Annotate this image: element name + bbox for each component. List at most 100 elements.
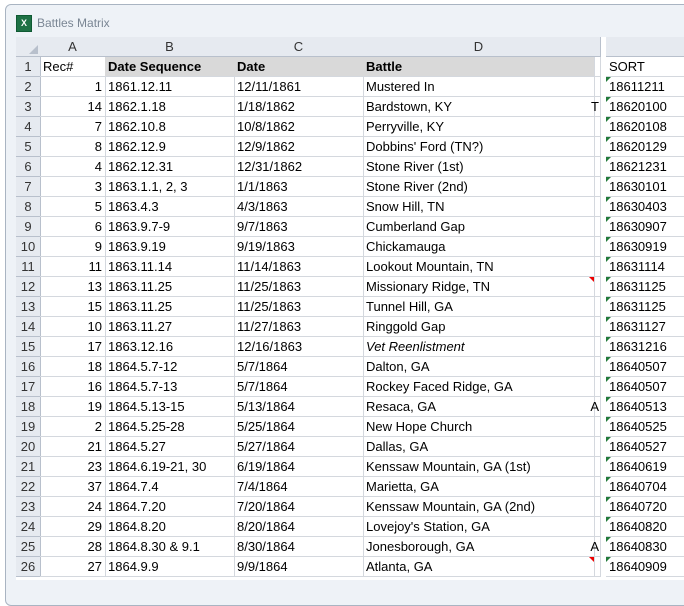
- cell-battle[interactable]: Kenssaw Mountain, GA (2nd): [363, 497, 595, 517]
- cell-date[interactable]: 11/25/1863: [234, 297, 364, 317]
- cell-date[interactable]: 11/25/1863: [234, 277, 364, 297]
- cell-date[interactable]: 5/13/1864: [234, 397, 364, 417]
- cell-date-sequence[interactable]: 1863.4.3: [105, 197, 235, 217]
- error-indicator-icon[interactable]: [606, 377, 611, 382]
- cell-rec[interactable]: 11: [40, 257, 106, 277]
- header-date[interactable]: Date: [234, 57, 364, 77]
- cell-date[interactable]: 5/25/1864: [234, 417, 364, 437]
- cell-sort[interactable]: 18631125: [606, 277, 684, 297]
- error-indicator-icon[interactable]: [606, 337, 611, 342]
- cell-date[interactable]: 7/4/1864: [234, 477, 364, 497]
- cell-rec[interactable]: 21: [40, 437, 106, 457]
- cell-date[interactable]: 11/27/1863: [234, 317, 364, 337]
- cell-date-sequence[interactable]: 1864.8.20: [105, 517, 235, 537]
- row-number[interactable]: 2: [16, 77, 41, 97]
- row-number[interactable]: 9: [16, 217, 41, 237]
- error-indicator-icon[interactable]: [606, 217, 611, 222]
- row-number[interactable]: 21: [16, 457, 41, 477]
- cell-battle[interactable]: Dobbins' Ford (TN?): [363, 137, 595, 157]
- cell-rec[interactable]: 4: [40, 157, 106, 177]
- cell-date[interactable]: 1/18/1862: [234, 97, 364, 117]
- cell-sort[interactable]: 18640704: [606, 477, 684, 497]
- cell-date[interactable]: 9/9/1864: [234, 557, 364, 577]
- error-indicator-icon[interactable]: [606, 317, 611, 322]
- cell-rec[interactable]: 17: [40, 337, 106, 357]
- row-number[interactable]: 17: [16, 377, 41, 397]
- cell-sort[interactable]: 18630403: [606, 197, 684, 217]
- error-indicator-icon[interactable]: [606, 357, 611, 362]
- cell-rec[interactable]: 6: [40, 217, 106, 237]
- cell-rec[interactable]: 3: [40, 177, 106, 197]
- error-indicator-icon[interactable]: [606, 517, 611, 522]
- cell-battle[interactable]: Lovejoy's Station, GA: [363, 517, 595, 537]
- cell-sort[interactable]: 18640830: [606, 537, 684, 557]
- error-indicator-icon[interactable]: [606, 177, 611, 182]
- cell-sort[interactable]: 18620108: [606, 117, 684, 137]
- cell-sort[interactable]: 18640507: [606, 377, 684, 397]
- cell-rec[interactable]: 13: [40, 277, 106, 297]
- cell-date-sequence[interactable]: 1864.6.19-21, 30: [105, 457, 235, 477]
- row-number[interactable]: 10: [16, 237, 41, 257]
- row-number[interactable]: 14: [16, 317, 41, 337]
- cell-date[interactable]: 12/31/1862: [234, 157, 364, 177]
- cell-date[interactable]: 9/19/1863: [234, 237, 364, 257]
- cell-battle[interactable]: Kenssaw Mountain, GA (1st): [363, 457, 595, 477]
- cell-sort[interactable]: 18631114: [606, 257, 684, 277]
- cell-date[interactable]: 10/8/1862: [234, 117, 364, 137]
- row-number[interactable]: 15: [16, 337, 41, 357]
- row-number[interactable]: 20: [16, 437, 41, 457]
- cell-battle[interactable]: Mustered In: [363, 77, 595, 97]
- row-number[interactable]: 19: [16, 417, 41, 437]
- cell-date-sequence[interactable]: 1862.12.31: [105, 157, 235, 177]
- error-indicator-icon[interactable]: [606, 77, 611, 82]
- row-number[interactable]: 25: [16, 537, 41, 557]
- cell-battle[interactable]: Snow Hill, TN: [363, 197, 595, 217]
- error-indicator-icon[interactable]: [606, 297, 611, 302]
- spreadsheet-grid[interactable]: A B C D 1 Rec# Date Sequence Date Battle…: [16, 37, 684, 580]
- cell-date[interactable]: 12/16/1863: [234, 337, 364, 357]
- cell-date[interactable]: 12/9/1862: [234, 137, 364, 157]
- cell-battle[interactable]: Missionary Ridge, TN: [363, 277, 595, 297]
- cell-battle[interactable]: Atlanta, GA: [363, 557, 595, 577]
- cell-sort[interactable]: 18631216: [606, 337, 684, 357]
- error-indicator-icon[interactable]: [606, 537, 611, 542]
- row-number[interactable]: 12: [16, 277, 41, 297]
- comment-indicator-icon[interactable]: [589, 557, 594, 562]
- cell-battle[interactable]: Dalton, GA: [363, 357, 595, 377]
- cell-date[interactable]: 12/11/1861: [234, 77, 364, 97]
- cell-rec[interactable]: 29: [40, 517, 106, 537]
- cell-sort[interactable]: 18620100: [606, 97, 684, 117]
- row-number[interactable]: 5: [16, 137, 41, 157]
- row-number[interactable]: 18: [16, 397, 41, 417]
- cell-date-sequence[interactable]: 1862.1.18: [105, 97, 235, 117]
- error-indicator-icon[interactable]: [606, 157, 611, 162]
- cell-battle[interactable]: Marietta, GA: [363, 477, 595, 497]
- cell-battle[interactable]: Stone River (1st): [363, 157, 595, 177]
- row-number[interactable]: 8: [16, 197, 41, 217]
- cell-sort[interactable]: 18630101: [606, 177, 684, 197]
- cell-date-sequence[interactable]: 1864.5.7-13: [105, 377, 235, 397]
- cell-battle[interactable]: Stone River (2nd): [363, 177, 595, 197]
- cell-battle[interactable]: Bardstown, KY: [363, 97, 595, 117]
- cell-rec[interactable]: 2: [40, 417, 106, 437]
- cell-sort[interactable]: 18621231: [606, 157, 684, 177]
- error-indicator-icon[interactable]: [606, 277, 611, 282]
- cell-sort[interactable]: 18640525: [606, 417, 684, 437]
- cell-date-sequence[interactable]: 1863.11.25: [105, 297, 235, 317]
- error-indicator-icon[interactable]: [606, 257, 611, 262]
- select-all-corner[interactable]: [16, 37, 41, 57]
- cell-date-sequence[interactable]: 1864.5.7-12: [105, 357, 235, 377]
- column-header-sort[interactable]: [606, 37, 684, 57]
- column-header-d[interactable]: D: [363, 37, 595, 57]
- comment-indicator-icon[interactable]: [589, 277, 594, 282]
- cell-sort[interactable]: 18611211: [606, 77, 684, 97]
- header-date-sequence[interactable]: Date Sequence: [105, 57, 235, 77]
- row-number[interactable]: 1: [16, 57, 41, 77]
- cell-date[interactable]: 4/3/1863: [234, 197, 364, 217]
- cell-date-sequence[interactable]: 1863.11.14: [105, 257, 235, 277]
- row-number[interactable]: 22: [16, 477, 41, 497]
- error-indicator-icon[interactable]: [606, 137, 611, 142]
- error-indicator-icon[interactable]: [606, 197, 611, 202]
- cell-rec[interactable]: 7: [40, 117, 106, 137]
- error-indicator-icon[interactable]: [606, 397, 611, 402]
